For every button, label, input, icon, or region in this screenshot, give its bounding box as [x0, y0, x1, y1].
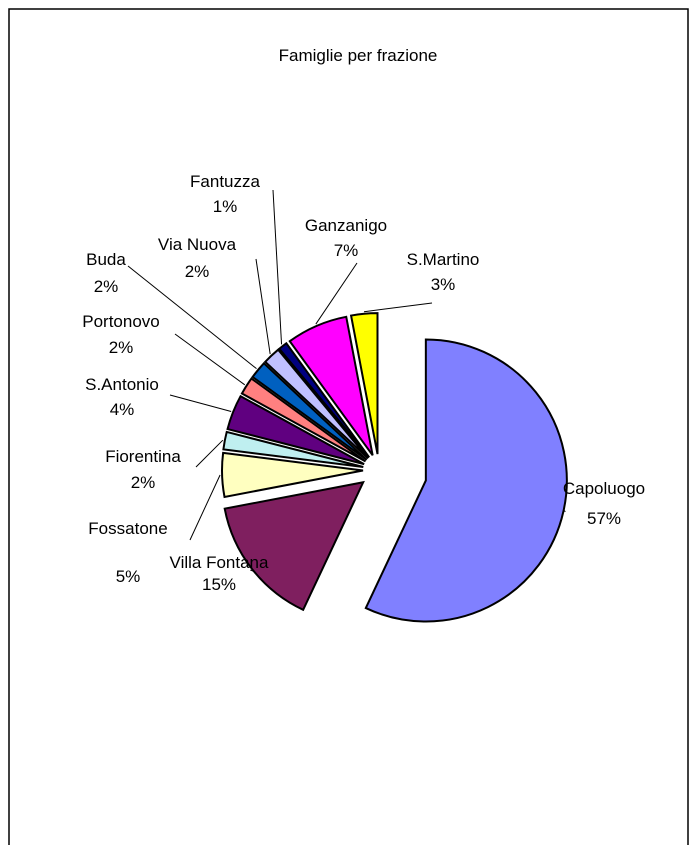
slice-value-label: 2% [94, 277, 119, 296]
pie-slice-fiorentina [222, 430, 364, 468]
slice-value-label: 57% [587, 509, 621, 528]
slice-category-label: Via Nuova [158, 235, 237, 254]
slice-category-label: Villa Fontana [170, 553, 269, 572]
leader-line [363, 302, 433, 313]
leader-line [272, 189, 283, 345]
pie-slice-buda [251, 361, 368, 461]
leader-line [174, 333, 246, 386]
slice-category-label: Ganzanigo [305, 216, 387, 235]
slice-value-label: 2% [185, 262, 210, 281]
leader-lines [127, 189, 566, 576]
pie-slice-via-nuova [263, 348, 369, 460]
pie-slice-ganzanigo [288, 315, 374, 456]
pie-slice-fantuzza [277, 341, 371, 458]
pie-slice-villa-fontana [223, 480, 365, 612]
leader-line [127, 265, 257, 370]
slice-value-label: 2% [109, 338, 134, 357]
slice-value-label: 2% [131, 473, 156, 492]
slice-value-label: 4% [110, 400, 135, 419]
slice-category-label: Buda [86, 250, 126, 269]
pie-slice-s-martino [349, 312, 379, 455]
pie-slice-capoluogo [364, 338, 568, 623]
slice-category-label: Capoluogo [563, 479, 645, 498]
slice-category-label: Portonovo [82, 312, 160, 331]
leader-line [189, 474, 221, 541]
leader-line [255, 258, 271, 355]
slice-category-label: S.Antonio [85, 375, 159, 394]
slice-category-label: Fantuzza [190, 172, 260, 191]
slice-value-label: 5% [116, 567, 141, 586]
slice-value-label: 1% [213, 197, 238, 216]
slice-value-label: 3% [431, 275, 456, 294]
pie-slice-fossatone [221, 451, 364, 499]
leader-line [195, 439, 224, 468]
chart-border [8, 8, 689, 845]
slice-value-label: 7% [334, 241, 359, 260]
slice-category-label: Fossatone [88, 519, 167, 538]
slice-category-label: Fiorentina [105, 447, 181, 466]
leader-line [169, 394, 232, 412]
slice-value-label: 15% [202, 575, 236, 594]
leader-line [315, 262, 358, 325]
slice-labels: Capoluogo 57% Villa Fontana 15% Fossatone 5% F… [82, 172, 645, 594]
chart-title: Famiglie per frazione [279, 46, 438, 65]
pie-slice-portonovo [240, 377, 367, 463]
pie-slices [221, 312, 568, 623]
pie-slice-s-antonio [226, 394, 365, 466]
slice-category-label: S.Martino [407, 250, 480, 269]
